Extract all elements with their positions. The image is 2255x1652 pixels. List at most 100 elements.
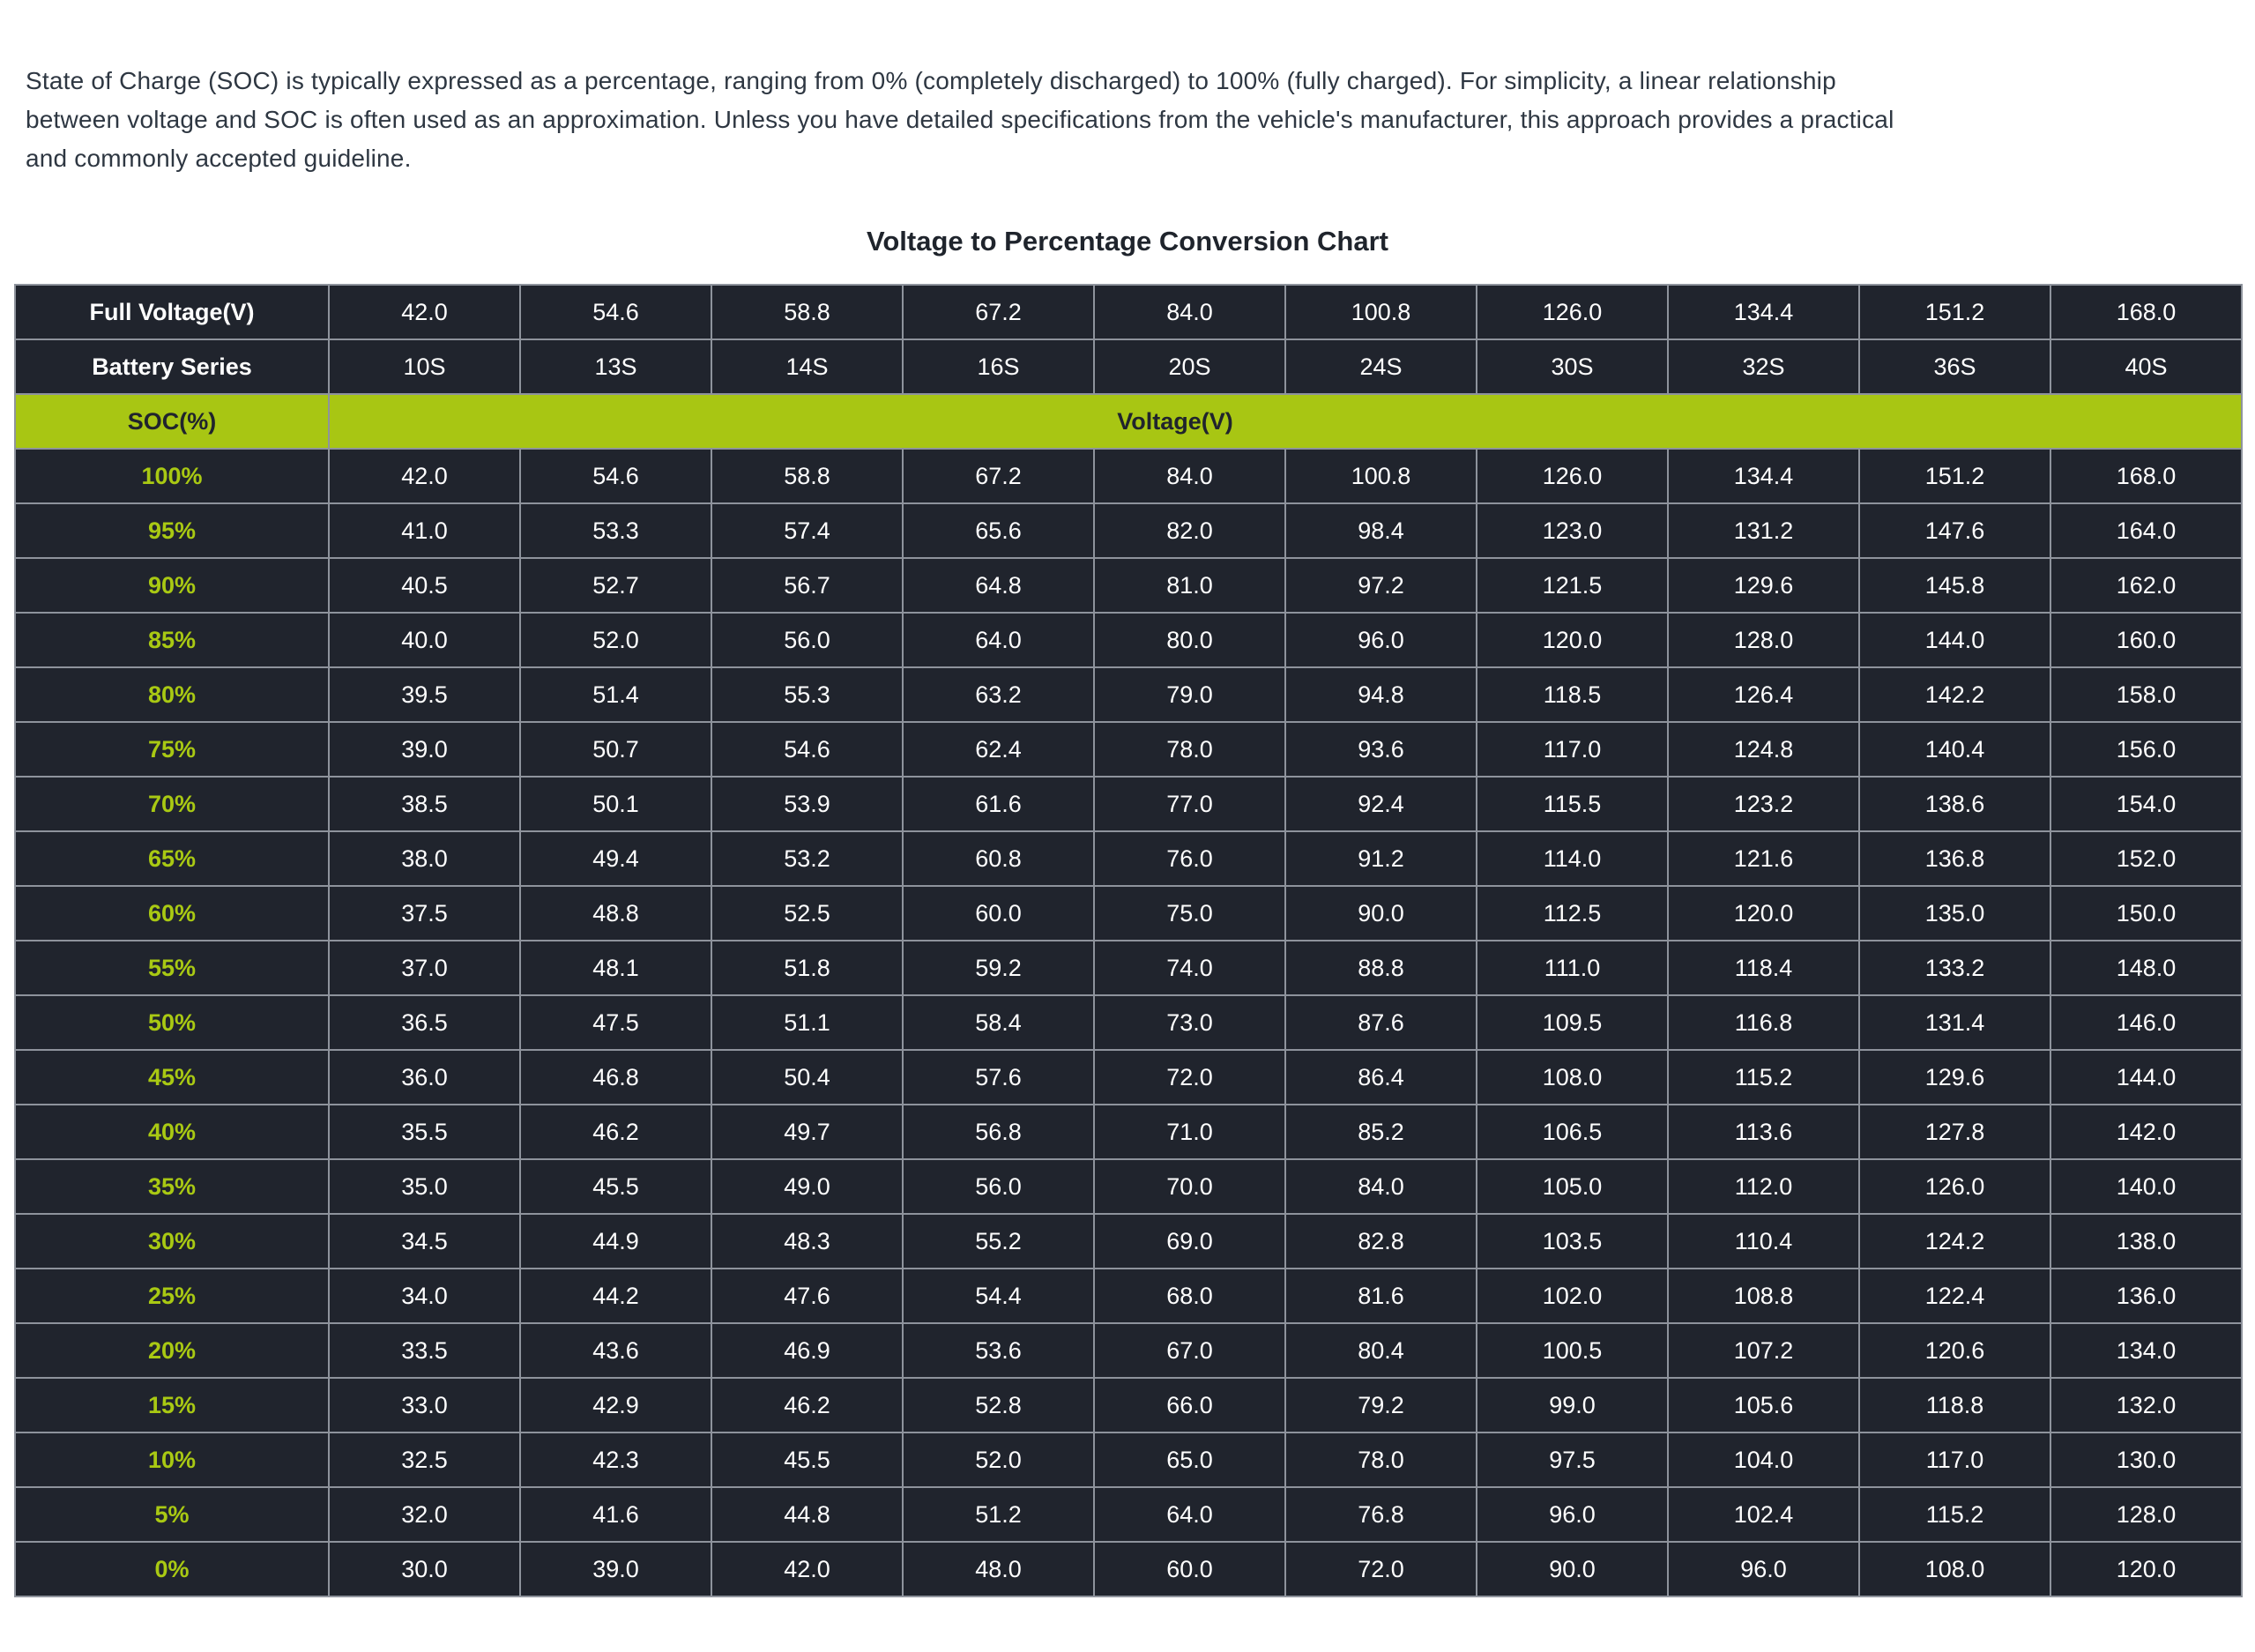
- voltage-value-cell: 128.0: [1667, 612, 1860, 668]
- voltage-value-cell: 44.8: [711, 1486, 904, 1543]
- voltage-value-cell: 48.3: [711, 1213, 904, 1269]
- voltage-value-cell: 51.2: [902, 1486, 1095, 1543]
- voltage-value-cell: 56.0: [902, 1158, 1095, 1215]
- voltage-value-cell: 59.2: [902, 940, 1095, 996]
- voltage-value-cell: 160.0: [2050, 612, 2243, 668]
- voltage-value-cell: 39.0: [519, 1541, 712, 1597]
- voltage-value-cell: 106.5: [1476, 1104, 1669, 1160]
- voltage-value-cell: 52.0: [902, 1432, 1095, 1488]
- voltage-value-cell: 38.5: [328, 776, 521, 832]
- voltage-value-cell: 32.5: [328, 1432, 521, 1488]
- voltage-value-cell: 73.0: [1093, 994, 1286, 1051]
- soc-value-cell: 0%: [14, 1541, 330, 1597]
- voltage-soc-table: Full Voltage(V) 42.0 54.6 58.8 67.2 84.0…: [14, 284, 2243, 1597]
- voltage-value-cell: 84.0: [1093, 448, 1286, 504]
- soc-value-cell: 35%: [14, 1158, 330, 1215]
- table-row: 55% 37.0 48.1 51.8 59.2 74.0 88.8 111.0 118.4 133…: [14, 940, 2243, 996]
- voltage-value-cell: 150.0: [2050, 885, 2243, 941]
- voltage-value-cell: 96.0: [1667, 1541, 1860, 1597]
- voltage-value-cell: 145.8: [1858, 557, 2051, 614]
- voltage-value-cell: 144.0: [1858, 612, 2051, 668]
- full-voltage-row: Full Voltage(V) 42.0 54.6 58.8 67.2 84.0…: [14, 284, 2243, 340]
- voltage-value-cell: 90.0: [1284, 885, 1477, 941]
- voltage-value-cell: 164.0: [2050, 502, 2243, 559]
- voltage-value-cell: 131.2: [1667, 502, 1860, 559]
- voltage-value-cell: 126.0: [1476, 448, 1669, 504]
- table-row: 50% 36.5 47.5 51.1 58.4 73.0 87.6 109.5 116.8 131…: [14, 994, 2243, 1051]
- voltage-value-cell: 88.8: [1284, 940, 1477, 996]
- voltage-value-cell: 52.8: [902, 1377, 1095, 1433]
- voltage-value-cell: 42.3: [519, 1432, 712, 1488]
- voltage-value-cell: 118.4: [1667, 940, 1860, 996]
- voltage-value-cell: 85.2: [1284, 1104, 1477, 1160]
- voltage-value-cell: 61.6: [902, 776, 1095, 832]
- voltage-value-cell: 120.0: [1476, 612, 1669, 668]
- battery-series-cell: 13S: [519, 339, 712, 395]
- soc-value-cell: 50%: [14, 994, 330, 1051]
- voltage-value-cell: 40.0: [328, 612, 521, 668]
- full-voltage-cell: 42.0: [328, 284, 521, 340]
- voltage-value-cell: 60.8: [902, 830, 1095, 887]
- chart-title: Voltage to Percentage Conversion Chart: [867, 226, 1388, 257]
- voltage-value-cell: 92.4: [1284, 776, 1477, 832]
- voltage-value-cell: 56.7: [711, 557, 904, 614]
- voltage-value-cell: 80.0: [1093, 612, 1286, 668]
- table-row: 75% 39.0 50.7 54.6 62.4 78.0 93.6 117.0 124.8 140…: [14, 721, 2243, 778]
- soc-value-cell: 70%: [14, 776, 330, 832]
- voltage-value-cell: 56.0: [711, 612, 904, 668]
- voltage-value-cell: 55.2: [902, 1213, 1095, 1269]
- full-voltage-cell: 84.0: [1093, 284, 1286, 340]
- voltage-value-cell: 111.0: [1476, 940, 1669, 996]
- intro-line: and commonly accepted guideline.: [26, 145, 412, 172]
- voltage-value-cell: 51.8: [711, 940, 904, 996]
- voltage-value-cell: 136.8: [1858, 830, 2051, 887]
- voltage-value-cell: 116.8: [1667, 994, 1860, 1051]
- soc-rows: 100% 42.0 54.6 58.8 67.2 84.0 100.8 126.0 134.4 1…: [14, 448, 2243, 1597]
- voltage-value-cell: 55.3: [711, 666, 904, 723]
- table-row: 20% 33.5 43.6 46.9 53.6 67.0 80.4 100.5 107.2 120…: [14, 1322, 2243, 1379]
- soc-value-cell: 40%: [14, 1104, 330, 1160]
- full-voltage-label: Full Voltage(V): [14, 284, 330, 340]
- voltage-value-cell: 138.6: [1858, 776, 2051, 832]
- table-row: 30% 34.5 44.9 48.3 55.2 69.0 82.8 103.5 110.4 124…: [14, 1213, 2243, 1269]
- table-row: 80% 39.5 51.4 55.3 63.2 79.0 94.8 118.5 126.4 142…: [14, 666, 2243, 723]
- voltage-value-cell: 84.0: [1284, 1158, 1477, 1215]
- voltage-value-cell: 57.4: [711, 502, 904, 559]
- voltage-value-cell: 71.0: [1093, 1104, 1286, 1160]
- voltage-value-cell: 142.2: [1858, 666, 2051, 723]
- voltage-value-cell: 42.9: [519, 1377, 712, 1433]
- battery-series-cell: 30S: [1476, 339, 1669, 395]
- voltage-value-cell: 140.0: [2050, 1158, 2243, 1215]
- soc-header-label: SOC(%): [14, 393, 330, 450]
- voltage-value-cell: 124.2: [1858, 1213, 2051, 1269]
- full-voltage-cell: 151.2: [1858, 284, 2051, 340]
- voltage-value-cell: 65.6: [902, 502, 1095, 559]
- voltage-value-cell: 135.0: [1858, 885, 2051, 941]
- voltage-value-cell: 53.6: [902, 1322, 1095, 1379]
- soc-value-cell: 10%: [14, 1432, 330, 1488]
- table-row: 60% 37.5 48.8 52.5 60.0 75.0 90.0 112.5 120.0 135…: [14, 885, 2243, 941]
- voltage-value-cell: 30.0: [328, 1541, 521, 1597]
- voltage-value-cell: 162.0: [2050, 557, 2243, 614]
- voltage-value-cell: 32.0: [328, 1486, 521, 1543]
- table-row: 5% 32.0 41.6 44.8 51.2 64.0 76.8 96.0 102.4 115.2…: [14, 1486, 2243, 1543]
- voltage-value-cell: 37.5: [328, 885, 521, 941]
- voltage-value-cell: 69.0: [1093, 1213, 1286, 1269]
- battery-series-cell: 14S: [711, 339, 904, 395]
- voltage-value-cell: 52.0: [519, 612, 712, 668]
- voltage-value-cell: 112.5: [1476, 885, 1669, 941]
- voltage-value-cell: 147.6: [1858, 502, 2051, 559]
- battery-series-cell: 10S: [328, 339, 521, 395]
- table-row: 40% 35.5 46.2 49.7 56.8 71.0 85.2 106.5 113.6 127…: [14, 1104, 2243, 1160]
- voltage-value-cell: 65.0: [1093, 1432, 1286, 1488]
- voltage-value-cell: 98.4: [1284, 502, 1477, 559]
- table-row: 100% 42.0 54.6 58.8 67.2 84.0 100.8 126.0 134.4 1…: [14, 448, 2243, 504]
- voltage-value-cell: 52.5: [711, 885, 904, 941]
- voltage-value-cell: 53.9: [711, 776, 904, 832]
- voltage-value-cell: 39.5: [328, 666, 521, 723]
- soc-value-cell: 95%: [14, 502, 330, 559]
- voltage-value-cell: 58.8: [711, 448, 904, 504]
- voltage-value-cell: 50.4: [711, 1049, 904, 1105]
- voltage-value-cell: 129.6: [1667, 557, 1860, 614]
- voltage-value-cell: 126.4: [1667, 666, 1860, 723]
